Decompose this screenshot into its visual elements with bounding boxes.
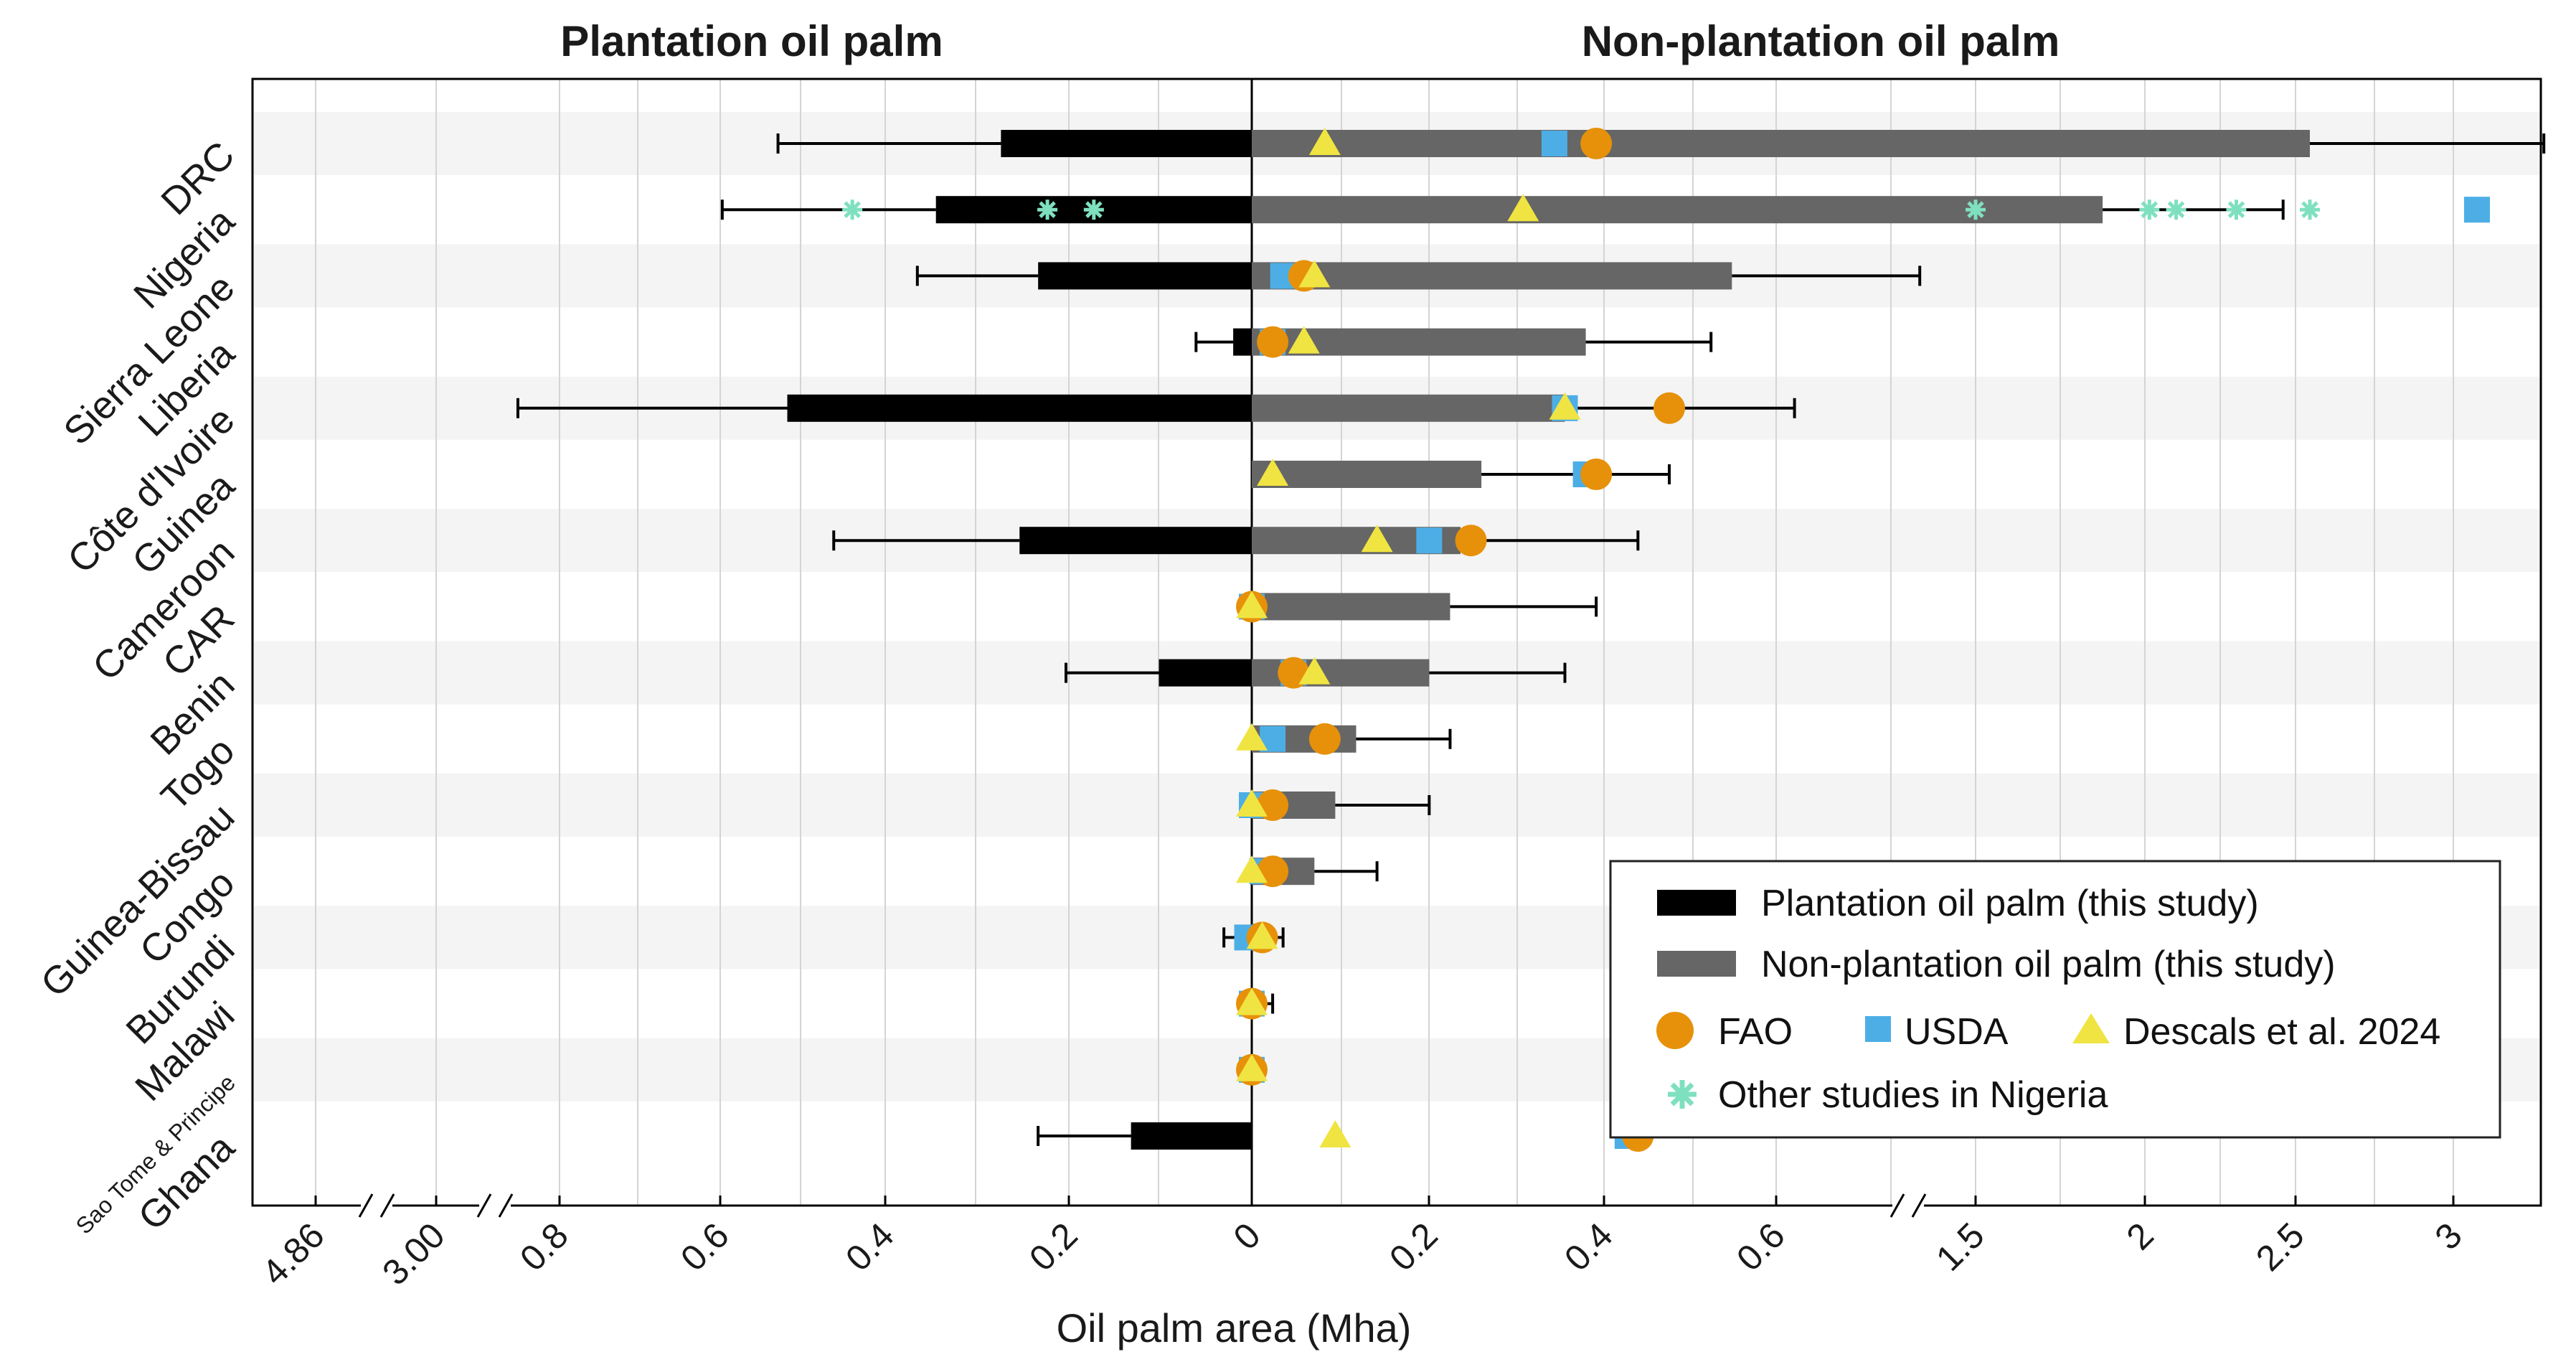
legend-label-usda: USDA (1905, 1011, 2009, 1053)
fao-marker-cameroon (1455, 525, 1487, 557)
right-tick-label-0-2: 0.2 (1382, 1215, 1445, 1279)
axis-break-slash-a-2 (1889, 1193, 1905, 1218)
legend-swatch-plantation (1657, 890, 1736, 916)
descals-marker-malawi (1236, 987, 1268, 1015)
descals-marker-drc (1308, 128, 1341, 155)
other-study-marker-stroke (844, 201, 861, 218)
descals-marker-c-te-d-ivoire (1549, 392, 1581, 420)
axis-breaks (358, 1191, 1927, 1220)
left-tick-label-3-00: 3.00 (374, 1215, 452, 1292)
usda-marker-drc (1541, 131, 1567, 156)
descals-marker-car (1236, 591, 1268, 619)
descals-marker-liberia (1288, 326, 1320, 354)
other-study-marker-stroke (1085, 201, 1103, 218)
tick-labels: 4.86 3.00 0.8 0.6 0.4 0.2 0 0.2 0.4 0.6 1.5 2 2.5 3 (254, 1196, 2470, 1293)
axis-break-slash-a-1 (476, 1193, 492, 1218)
legend-marker-other (1668, 1080, 1697, 1109)
other-study-marker-5 (2166, 199, 2186, 220)
axis-break-slash-b-1 (498, 1193, 514, 1218)
right-tick-label-2-5: 2.5 (2248, 1215, 2312, 1279)
left-tick-label-0-4: 0.4 (838, 1215, 902, 1279)
axis-break-slash-b-0 (379, 1193, 395, 1218)
non-plantation-bar-nigeria (1252, 196, 2103, 224)
other-study-marker-stroke (2301, 201, 2318, 218)
descals-marker-ghana (1319, 1120, 1351, 1147)
descals-marker-guinea-bissau (1236, 789, 1268, 817)
plantation-bar-sierra-leone (1038, 262, 1252, 290)
category-label-drc: DRC (153, 133, 242, 223)
legend-label-fao: FAO (1718, 1011, 1793, 1053)
fao-marker-togo (1308, 723, 1341, 755)
other-study-marker-stroke (1967, 201, 1984, 218)
other-study-marker-stroke (2141, 201, 2159, 218)
descals-marker-nigeria (1507, 194, 1539, 222)
other-study-marker-2 (1083, 199, 1104, 220)
fao-marker-drc (1580, 128, 1613, 159)
left-tick-label-0-8: 0.8 (512, 1215, 576, 1279)
legend-label-plantation: Plantation oil palm (this study) (1761, 883, 2259, 924)
plantation-bar-benin (1159, 659, 1252, 687)
legend-box (1609, 860, 2501, 1139)
descals-marker-cameroon (1361, 525, 1393, 553)
other-study-marker-stroke (2167, 201, 2185, 218)
descals-marker-guinea (1257, 459, 1289, 486)
category-label-ghana: Ghana (130, 1125, 243, 1239)
other-study-marker-stroke (2227, 201, 2245, 218)
other-study-marker-6 (2226, 199, 2247, 220)
other-study-marker-0 (842, 199, 863, 220)
descals-marker-benin (1298, 657, 1331, 685)
plot-frame (251, 78, 2542, 1207)
legend-marker-descals (2072, 1013, 2110, 1043)
right-panel-title: Non-plantation oil palm (1582, 17, 2060, 65)
non-plantation-bar-sierra-leone (1252, 262, 1732, 290)
legend-swatch-non-plantation (1657, 951, 1736, 977)
other-study-marker-stroke (1039, 201, 1056, 218)
non-plantation-bar-c-te-d-ivoire (1252, 394, 1565, 422)
plantation-bar-drc (1001, 130, 1252, 157)
fao-marker-liberia (1257, 326, 1289, 358)
other-study-marker-7 (2300, 199, 2320, 220)
right-tick-label-3: 3 (2428, 1215, 2470, 1257)
right-tick-label-1-5: 1.5 (1928, 1215, 1992, 1279)
other-study-marker-1 (1037, 199, 1058, 220)
plantation-bar-cameroon (1019, 527, 1252, 555)
legend-marker-usda (1865, 1016, 1891, 1042)
descals-marker-sierra-leone (1298, 260, 1331, 288)
usda-marker-cameroon (1416, 527, 1443, 554)
fao-marker-c-te-d-ivoire (1653, 392, 1685, 424)
fao-marker-guinea (1580, 459, 1613, 490)
plantation-bar-ghana (1131, 1122, 1252, 1150)
descals-marker-burundi (1246, 921, 1278, 949)
legend-marker-fao (1656, 1012, 1694, 1049)
right-tick-label-2: 2 (2119, 1215, 2161, 1257)
legend: Plantation oil palm (this study) Non-pla… (1609, 860, 2501, 1139)
left-tick-label-0: 0 (1226, 1215, 1268, 1257)
left-tick-label-0-2: 0.2 (1022, 1215, 1085, 1279)
non-plantation-bar-car (1252, 593, 1450, 621)
left-panel-title: Plantation oil palm (560, 17, 943, 65)
legend-label-other: Other studies in Nigeria (1718, 1074, 2108, 1116)
plantation-bar-liberia (1233, 328, 1252, 356)
axis-break-slash-b-2 (1911, 1193, 1927, 1218)
descals-marker-sao-tome-principe (1236, 1053, 1268, 1081)
legend-label-descals: Descals et al. 2024 (2123, 1011, 2440, 1053)
legend-label-non-plantation: Non-plantation oil palm (this study) (1761, 944, 2336, 985)
descals-marker-togo (1236, 723, 1268, 751)
plantation-bar-c-te-d-ivoire (787, 394, 1252, 422)
descals-marker-congo (1236, 855, 1268, 883)
left-tick-label-4-86: 4.86 (254, 1215, 331, 1292)
other-study-marker-4 (2139, 199, 2160, 220)
x-axis-label: Oil palm area (Mha) (1057, 1305, 1412, 1351)
non-plantation-bar-drc (1252, 130, 2310, 157)
right-tick-label-0-4: 0.4 (1557, 1215, 1620, 1279)
error-bars (516, 133, 2546, 1146)
right-tick-label-0-6: 0.6 (1729, 1215, 1793, 1279)
usda-marker-nigeria (2464, 197, 2490, 223)
axis-break-slash-a-0 (358, 1193, 374, 1218)
left-tick-label-0-6: 0.6 (673, 1215, 737, 1279)
non-plantation-bar-guinea (1252, 461, 1482, 488)
other-study-marker-3 (1966, 199, 1986, 220)
